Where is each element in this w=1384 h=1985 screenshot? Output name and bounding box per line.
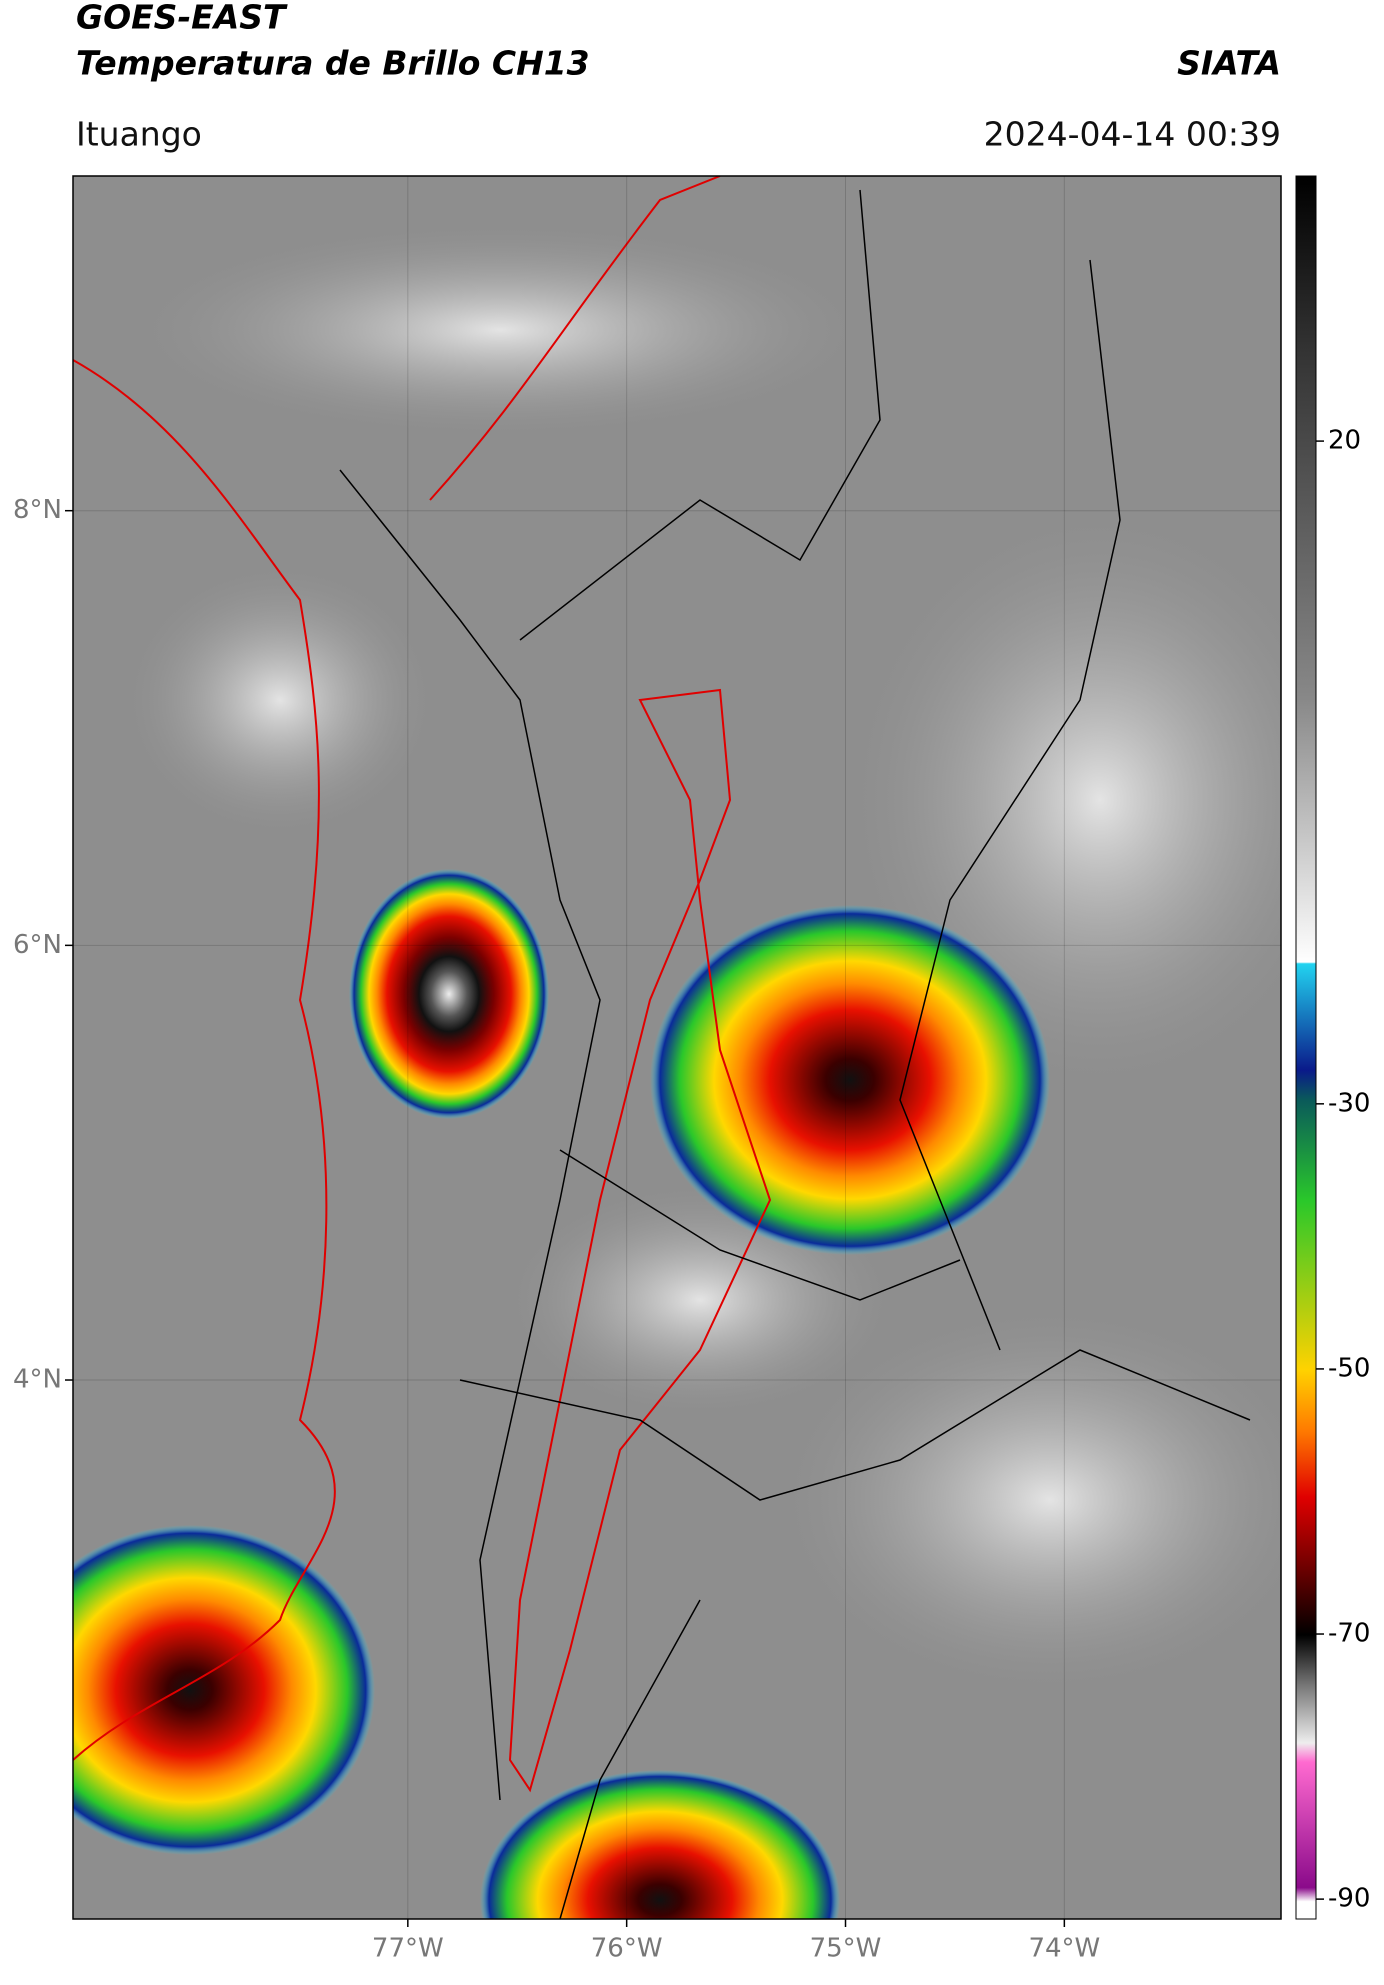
colorbar-tick-label: -90 (1328, 1884, 1370, 1914)
cloud (120, 560, 440, 840)
map-frame (72, 175, 1282, 1920)
region-boundary (508, 688, 772, 1793)
colorbar-tick-label: 20 (1328, 426, 1361, 456)
cloud (770, 1300, 1281, 1700)
lon-tick-label: 76°W (591, 1934, 663, 1964)
colorbar (1295, 175, 1317, 1920)
lon-tick-label: 77°W (372, 1934, 444, 1964)
department-boundary (339, 189, 1251, 1919)
datetime: 2024-04-14 00:39 (984, 115, 1281, 154)
lon-tick-label: 74°W (1028, 1934, 1100, 1964)
map-image (73, 176, 1281, 1919)
lat-tick-label: 8°N (13, 495, 62, 525)
title: GOES-EAST (76, 0, 288, 37)
source: SIATA (1177, 44, 1281, 83)
colorbar-tick-label: -50 (1328, 1353, 1370, 1383)
location: Ituango (76, 115, 202, 154)
coastline (73, 359, 336, 1761)
subtitle: Temperatura de Brillo CH13 (76, 44, 590, 83)
colorbar-tick-label: -30 (1328, 1088, 1370, 1118)
storm-cell (73, 1525, 375, 1855)
colorbar-tick-label: -70 (1328, 1619, 1370, 1649)
lat-tick-label: 6°N (13, 930, 62, 960)
storm-cell (349, 869, 549, 1119)
lon-tick-label: 75°W (810, 1934, 882, 1964)
coastline (429, 176, 721, 501)
cloud (120, 220, 880, 440)
lat-tick-label: 4°N (13, 1365, 62, 1395)
storm-cell (650, 905, 1050, 1255)
